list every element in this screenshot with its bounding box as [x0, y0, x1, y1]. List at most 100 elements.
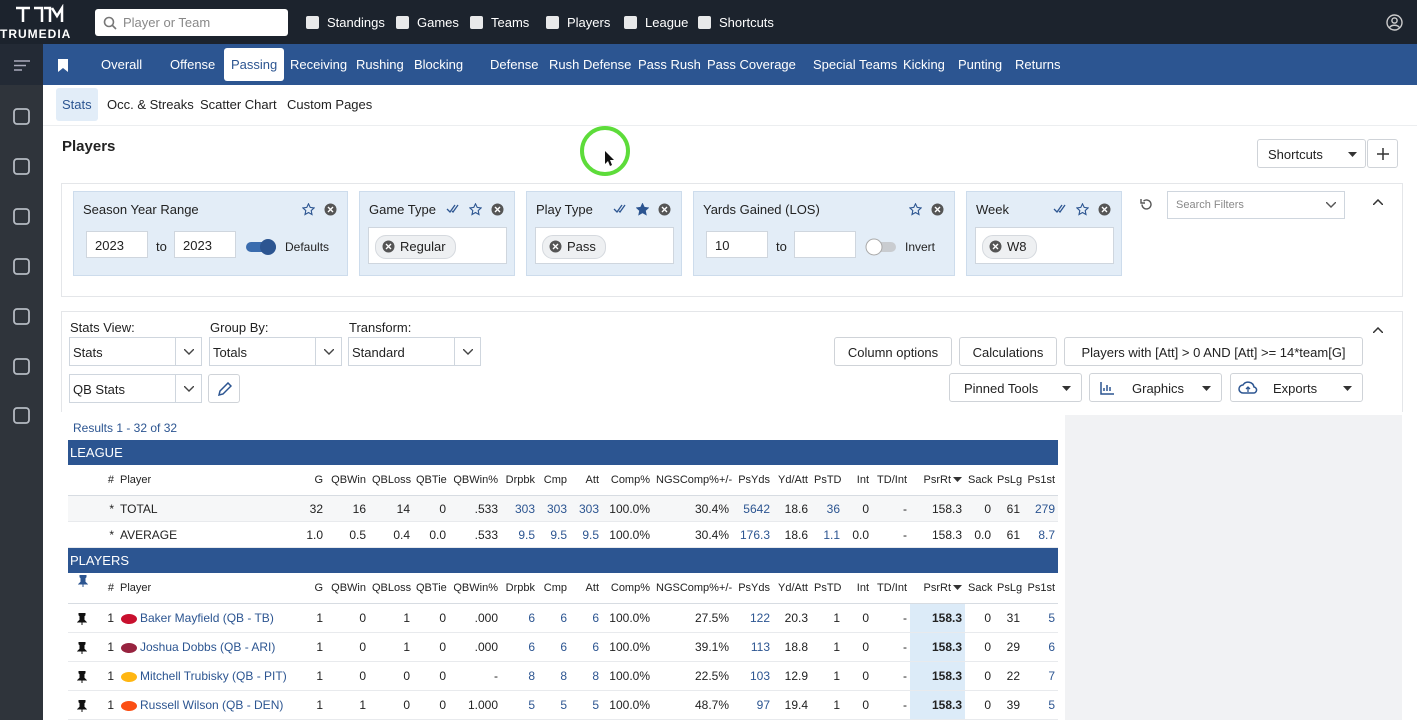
- sub-tab[interactable]: Scatter Chart: [200, 97, 277, 112]
- tool-button[interactable]: Exports: [1230, 373, 1363, 402]
- column-header[interactable]: TD/Int: [872, 465, 910, 496]
- tab[interactable]: Pass Coverage: [707, 57, 796, 72]
- tab[interactable]: Receiving: [290, 57, 348, 72]
- column-header[interactable]: PsTD: [811, 573, 843, 604]
- player-name[interactable]: Baker Mayfield (QB - TB): [117, 603, 302, 633]
- column-header[interactable]: Sack: [965, 573, 994, 604]
- user-icon[interactable]: [1386, 14, 1403, 31]
- column-header[interactable]: QBTie: [413, 573, 449, 604]
- tab[interactable]: Offense: [170, 57, 216, 72]
- column-header[interactable]: TD/Int: [872, 573, 910, 604]
- tab[interactable]: Kicking: [903, 57, 945, 72]
- collapse-icon[interactable]: [1373, 327, 1383, 333]
- pin-cell[interactable]: [68, 661, 95, 691]
- column-header[interactable]: Drpbk: [501, 573, 538, 604]
- column-header[interactable]: Player: [117, 465, 302, 496]
- column-header[interactable]: Player: [117, 573, 302, 604]
- collapse-icon[interactable]: [1373, 199, 1383, 205]
- chip-remove[interactable]: [989, 240, 1002, 253]
- column-header[interactable]: Sack: [965, 465, 994, 496]
- tab[interactable]: Returns: [1015, 57, 1061, 72]
- column-header[interactable]: NGSComp%+/-: [653, 573, 732, 604]
- remove-filter[interactable]: [658, 203, 671, 216]
- multi-select[interactable]: [1053, 203, 1066, 214]
- sidebar-icon[interactable]: [13, 308, 30, 325]
- tab[interactable]: Special Teams: [813, 57, 898, 72]
- tab[interactable]: Blocking: [414, 57, 464, 72]
- chip-remove[interactable]: [549, 240, 562, 253]
- column-header[interactable]: QBWin%: [449, 465, 501, 496]
- tab[interactable]: Overall: [101, 57, 143, 72]
- column-header[interactable]: PsLg: [994, 465, 1023, 496]
- edit-button[interactable]: [208, 374, 240, 403]
- column-header[interactable]: Drpbk: [501, 465, 538, 496]
- toggle[interactable]: [244, 238, 278, 256]
- column-header[interactable]: PsTD: [811, 465, 843, 496]
- column-header[interactable]: PsrRt: [910, 573, 965, 604]
- sidebar-icon[interactable]: [13, 158, 30, 175]
- favorite-star[interactable]: [636, 203, 649, 216]
- nav-item[interactable]: Standings: [327, 15, 385, 30]
- favorite-star[interactable]: [302, 203, 315, 216]
- remove-filter[interactable]: [491, 203, 504, 216]
- column-header[interactable]: Comp%: [602, 465, 653, 496]
- search-box[interactable]: Player or Team: [95, 9, 288, 36]
- nav-item[interactable]: Players: [567, 15, 611, 30]
- multi-select[interactable]: [446, 203, 459, 214]
- filter-chip[interactable]: W8: [982, 235, 1037, 259]
- player-link[interactable]: Russell Wilson (QB - DEN): [140, 698, 284, 712]
- sidebar-icon[interactable]: [13, 407, 30, 424]
- search-filters[interactable]: Search Filters: [1167, 191, 1345, 219]
- from-input[interactable]: 2023: [86, 231, 148, 258]
- player-name[interactable]: Russell Wilson (QB - DEN): [117, 690, 302, 720]
- tab[interactable]: Pass Rush: [638, 57, 701, 72]
- column-header[interactable]: QBLoss: [369, 465, 413, 496]
- tab[interactable]: Defense: [490, 57, 539, 72]
- column-header[interactable]: NGSComp%+/-: [653, 465, 732, 496]
- favorite-star[interactable]: [909, 203, 922, 216]
- column-header[interactable]: Int: [843, 573, 872, 604]
- column-header[interactable]: PsYds: [732, 573, 773, 604]
- select[interactable]: Totals: [209, 337, 342, 366]
- column-header[interactable]: Ps1st: [1023, 465, 1058, 496]
- column-header[interactable]: #: [95, 465, 117, 496]
- sub-tab[interactable]: Occ. & Streaks: [107, 97, 194, 112]
- column-header[interactable]: QBWin: [326, 573, 369, 604]
- select[interactable]: Standard: [348, 337, 481, 366]
- column-header[interactable]: PsYds: [732, 465, 773, 496]
- action-button[interactable]: Column options: [834, 337, 952, 366]
- nav-item[interactable]: Shortcuts: [719, 15, 774, 30]
- tab[interactable]: Passing: [224, 48, 285, 81]
- tab[interactable]: Rushing: [356, 57, 404, 72]
- column-header[interactable]: QBWin: [326, 465, 369, 496]
- sidebar-icon[interactable]: [13, 108, 30, 125]
- column-header[interactable]: Yd/Att: [773, 573, 811, 604]
- select[interactable]: QB Stats: [69, 374, 202, 403]
- menu-icon[interactable]: [14, 60, 30, 71]
- chip-remove[interactable]: [382, 240, 395, 253]
- select[interactable]: Stats: [69, 337, 202, 366]
- column-header[interactable]: G: [302, 573, 326, 604]
- nav-item[interactable]: Games: [417, 15, 459, 30]
- remove-filter[interactable]: [1098, 203, 1111, 216]
- pin-cell[interactable]: [68, 632, 95, 662]
- filter-chip[interactable]: Pass: [542, 235, 606, 259]
- reset-icon[interactable]: [1139, 197, 1154, 212]
- column-header[interactable]: Comp%: [602, 573, 653, 604]
- column-header[interactable]: QBLoss: [369, 573, 413, 604]
- tool-button[interactable]: Pinned Tools: [949, 373, 1082, 402]
- player-link[interactable]: Joshua Dobbs (QB - ARI): [140, 640, 276, 654]
- favorite-star[interactable]: [1076, 203, 1089, 216]
- to-input[interactable]: [794, 231, 856, 258]
- column-header[interactable]: Yd/Att: [773, 465, 811, 496]
- action-button[interactable]: Players with [Att] > 0 AND [Att] >= 14*t…: [1064, 337, 1363, 366]
- column-header[interactable]: #: [95, 573, 117, 604]
- column-header[interactable]: Att: [570, 465, 602, 496]
- player-link[interactable]: Mitchell Trubisky (QB - PIT): [140, 669, 287, 683]
- toggle[interactable]: [864, 238, 898, 256]
- tab[interactable]: Rush Defense: [549, 57, 632, 72]
- player-name[interactable]: Joshua Dobbs (QB - ARI): [117, 632, 302, 662]
- player-name[interactable]: Mitchell Trubisky (QB - PIT): [117, 661, 302, 691]
- filter-chip[interactable]: Regular: [375, 235, 456, 259]
- add-button[interactable]: [1367, 139, 1398, 168]
